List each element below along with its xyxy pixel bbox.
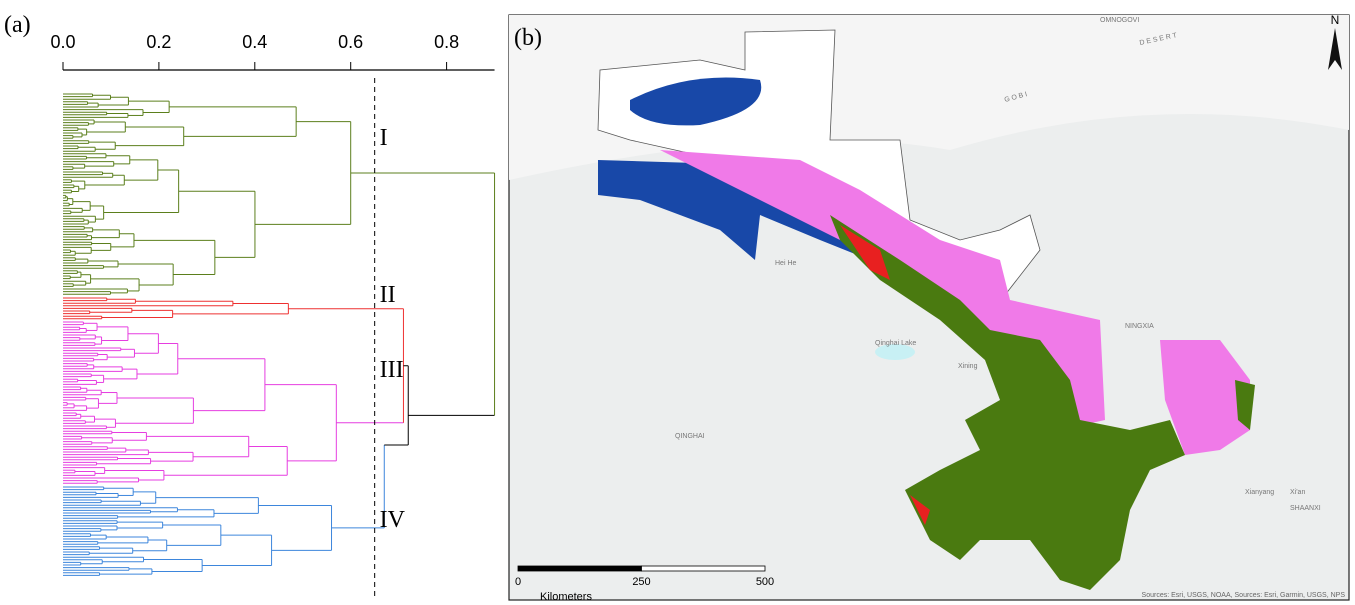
figure: (a) 0.00.20.40.60.8IIIIIIIV N (b) OMNOGO… — [0, 0, 1355, 605]
map-label: Xianyang — [1245, 489, 1274, 496]
map-label: Xining — [958, 363, 978, 370]
map-label: Hei He — [775, 260, 797, 267]
x-tick-label: 0.6 — [338, 32, 363, 52]
panel-label: (a) — [4, 12, 31, 38]
panel-label: (b) — [514, 25, 542, 51]
map-label: OMNOGOVI — [1100, 17, 1139, 24]
map-label: Xi'an — [1290, 489, 1305, 496]
scale-unit: Kilometers — [540, 591, 592, 603]
map-label: SHAANXI — [1290, 505, 1321, 512]
cluster-label: IV — [380, 507, 406, 533]
map-label: NINGXIA — [1125, 323, 1154, 330]
cluster-label: III — [380, 357, 404, 383]
map-label: Qinghai Lake — [875, 340, 916, 347]
x-tick-label: 0.4 — [242, 32, 267, 52]
cluster-label: I — [380, 125, 388, 151]
scale-label: 0 — [515, 576, 521, 588]
cluster-label: II — [380, 282, 396, 308]
map-panel: N (b) OMNOGOVI D E S E R T G O B I Hei H… — [509, 13, 1349, 603]
scale-label: 250 — [632, 576, 650, 588]
north-label: N — [1331, 13, 1340, 27]
map-label: QINGHAI — [675, 433, 705, 440]
page: {"panel_a": {"label": "(a)", "xlim": [0,… — [0, 0, 1355, 605]
x-tick-label: 0.8 — [434, 32, 459, 52]
scale-label: 500 — [756, 576, 774, 588]
x-tick-label: 0.0 — [50, 32, 75, 52]
attribution: Sources: Esri, USGS, NOAA, Sources: Esri… — [1142, 592, 1346, 599]
scale-segment — [642, 566, 766, 571]
scale-segment — [518, 566, 642, 571]
x-tick-label: 0.2 — [146, 32, 171, 52]
